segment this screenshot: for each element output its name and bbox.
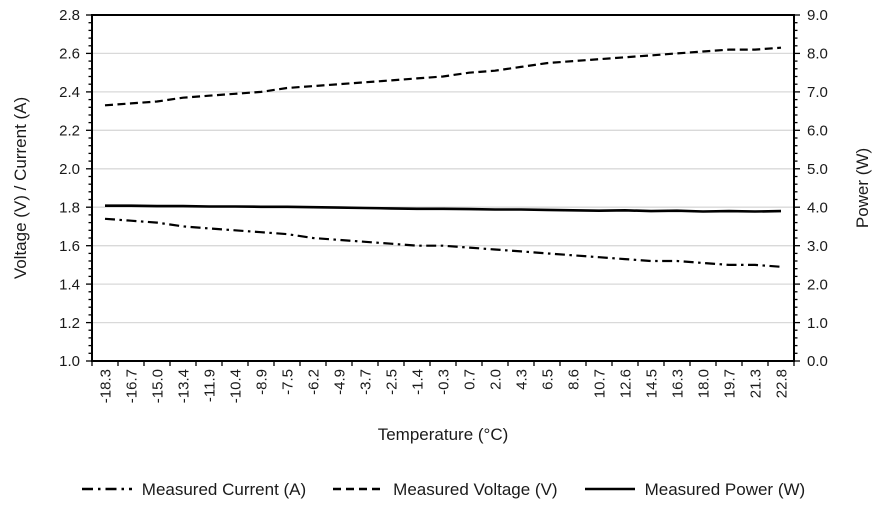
- svg-text:2.2: 2.2: [59, 123, 80, 140]
- svg-text:2.0: 2.0: [488, 369, 505, 390]
- legend-item-measured-power: Measured Power (W): [584, 479, 806, 499]
- svg-text:8.6: 8.6: [566, 369, 583, 390]
- svg-text:12.6: 12.6: [618, 369, 635, 398]
- svg-text:-3.7: -3.7: [358, 369, 375, 395]
- svg-text:18.0: 18.0: [696, 369, 713, 398]
- svg-text:19.7: 19.7: [722, 369, 739, 398]
- svg-text:21.3: 21.3: [748, 369, 765, 398]
- plot-border: [91, 14, 795, 362]
- svg-text:6.5: 6.5: [540, 369, 557, 390]
- series-line-measured-power-w: [105, 204, 782, 213]
- right-axis-title: Power (W): [853, 148, 872, 228]
- dashed-line-sample-icon: [333, 487, 384, 491]
- svg-text:-11.9: -11.9: [202, 369, 219, 402]
- svg-text:1.0: 1.0: [807, 315, 828, 332]
- svg-text:10.7: 10.7: [592, 369, 609, 398]
- svg-text:1.2: 1.2: [59, 315, 80, 332]
- measurement-line-chart: 1.0 1.2 1.4 1.6 1.8 2.0 2.2 2.4 2.6 2.8 0.0 1.0 2.0 3…: [11, 7, 872, 444]
- left-axis-title: Voltage (V) / Current (A): [11, 97, 30, 279]
- svg-text:-7.5: -7.5: [280, 369, 297, 395]
- solid-line-sample-icon: [584, 487, 635, 491]
- svg-text:7.0: 7.0: [807, 84, 828, 101]
- svg-text:0.0: 0.0: [807, 353, 828, 370]
- svg-text:-1.4: -1.4: [410, 369, 427, 395]
- svg-text:0.7: 0.7: [462, 369, 479, 390]
- svg-text:-18.3: -18.3: [98, 369, 115, 403]
- svg-text:-0.3: -0.3: [436, 369, 453, 395]
- svg-text:-8.9: -8.9: [254, 369, 271, 395]
- svg-text:4.3: 4.3: [514, 369, 531, 390]
- right-axis-tick-labels: 0.0 1.0 2.0 3.0 4.0 5.0 6.0 7.0 8.0 9.0: [807, 7, 828, 370]
- svg-text:2.0: 2.0: [807, 276, 828, 293]
- svg-text:-15.0: -15.0: [150, 369, 167, 403]
- legend-item-measured-current: Measured Current (A): [81, 481, 306, 498]
- svg-text:5.0: 5.0: [807, 161, 828, 178]
- svg-text:-10.4: -10.4: [228, 369, 245, 403]
- x-axis-title: Temperature (°C): [378, 425, 509, 444]
- svg-text:2.6: 2.6: [59, 46, 80, 63]
- gridlines: [92, 52, 794, 324]
- chart-legend: Measured Current (A) Measured Voltage (V…: [0, 473, 886, 505]
- svg-text:6.0: 6.0: [807, 123, 828, 140]
- svg-text:-13.4: -13.4: [176, 369, 193, 403]
- svg-text:16.3: 16.3: [670, 369, 687, 398]
- svg-text:8.0: 8.0: [807, 46, 828, 63]
- series-line-measured-current-a: [104, 217, 782, 268]
- series-line-measured-voltage-v: [104, 46, 782, 107]
- svg-text:14.5: 14.5: [644, 369, 661, 398]
- svg-text:2.4: 2.4: [59, 84, 80, 101]
- dashdot-line-sample-icon: [81, 487, 132, 491]
- svg-text:1.0: 1.0: [59, 353, 80, 370]
- legend-item-measured-voltage: Measured Voltage (V): [332, 479, 558, 499]
- svg-text:9.0: 9.0: [807, 7, 828, 24]
- svg-text:1.6: 1.6: [59, 238, 80, 255]
- svg-text:2.0: 2.0: [59, 161, 80, 178]
- svg-text:-16.7: -16.7: [124, 369, 141, 403]
- svg-text:22.8: 22.8: [774, 369, 791, 398]
- legend-label-current: Measured Current (A): [141, 479, 307, 499]
- axis-ticks: [86, 14, 800, 366]
- svg-text:-2.5: -2.5: [384, 369, 401, 395]
- x-axis-tick-labels: -18.3 -16.7 -15.0 -13.4 -11.9 -10.4 -8.9 -7.5 -6…: [98, 369, 791, 403]
- legend-label-power: Measured Power (W): [644, 479, 806, 499]
- svg-text:3.0: 3.0: [807, 238, 828, 255]
- left-axis-tick-labels: 1.0 1.2 1.4 1.6 1.8 2.0 2.2 2.4 2.6 2.8: [59, 7, 80, 370]
- svg-text:4.0: 4.0: [807, 199, 828, 216]
- svg-text:1.8: 1.8: [59, 199, 80, 216]
- svg-text:-6.2: -6.2: [306, 369, 323, 395]
- legend-label-voltage: Measured Voltage (V): [393, 479, 558, 499]
- svg-text:-4.9: -4.9: [332, 369, 349, 395]
- svg-text:2.8: 2.8: [59, 7, 80, 24]
- svg-text:1.4: 1.4: [59, 276, 80, 293]
